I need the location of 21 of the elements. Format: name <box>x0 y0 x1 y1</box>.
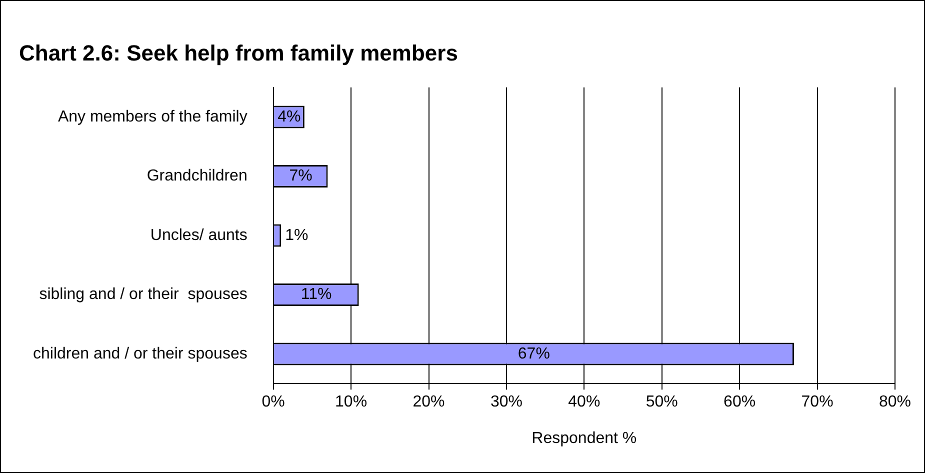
data-label: 11% <box>300 286 332 304</box>
x-tick-label: 20% <box>412 394 445 411</box>
x-tick-label: 30% <box>490 394 522 411</box>
x-tick-label: 10% <box>335 394 368 411</box>
x-tick-label: 60% <box>724 394 756 411</box>
x-tick-label: 40% <box>568 394 600 411</box>
x-tick-label: 50% <box>646 394 678 411</box>
data-label: 67% <box>518 345 550 362</box>
chart-title: Chart 2.6: Seek help from family members <box>19 40 458 66</box>
y-tick-label: Grandchildren <box>146 168 248 185</box>
x-tick-label: 0% <box>262 394 285 411</box>
x-tick-label: 80% <box>878 394 912 411</box>
data-label: 1% <box>285 226 308 244</box>
data-label: 7% <box>289 168 312 185</box>
x-axis-title: Respondent % <box>532 430 637 447</box>
x-tick-label: 70% <box>801 394 834 411</box>
y-tick-label: Any members of the family <box>58 108 248 126</box>
y-tick-label: children and / or their spouses <box>33 345 248 362</box>
y-tick-label: sibling and / or their spouses <box>39 286 248 304</box>
data-label: 4% <box>278 108 301 126</box>
y-tick-label: Uncles/ aunts <box>150 226 248 244</box>
